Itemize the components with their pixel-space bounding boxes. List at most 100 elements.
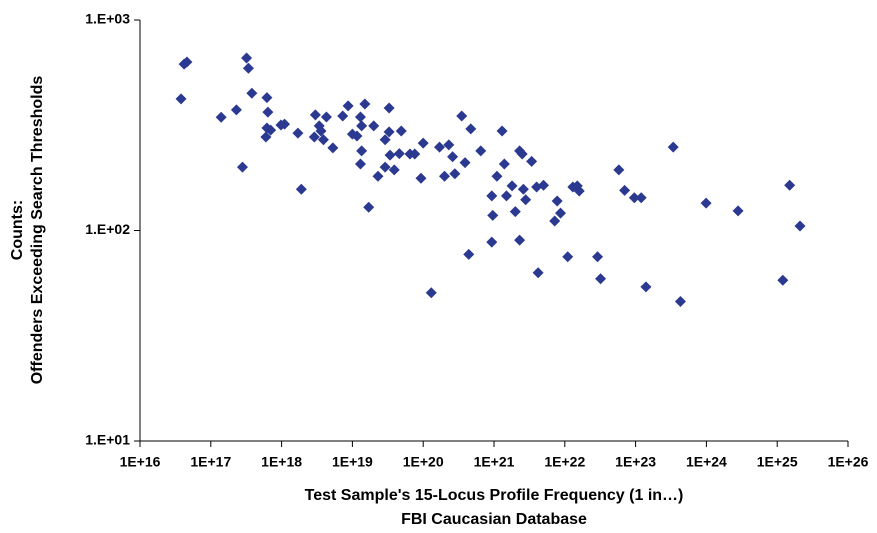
point bbox=[784, 179, 796, 191]
point bbox=[456, 110, 468, 122]
point bbox=[434, 141, 446, 153]
point bbox=[383, 102, 395, 114]
point bbox=[509, 206, 521, 218]
y-axis-label: Offenders Exceeding Search Thresholds bbox=[29, 76, 46, 385]
point bbox=[354, 111, 366, 123]
point bbox=[549, 215, 561, 227]
point bbox=[265, 124, 277, 136]
point bbox=[640, 281, 652, 293]
y-tick-label: 1.E+03 bbox=[85, 11, 130, 27]
point bbox=[320, 111, 332, 123]
point bbox=[342, 100, 354, 112]
point bbox=[417, 137, 429, 149]
y-tick-label: 1.E+02 bbox=[85, 221, 130, 237]
point bbox=[465, 123, 477, 135]
point bbox=[295, 183, 307, 195]
point bbox=[459, 157, 471, 169]
point bbox=[595, 273, 607, 285]
point bbox=[308, 131, 320, 143]
point bbox=[379, 161, 391, 173]
x-tick-label: 1E+25 bbox=[757, 454, 798, 470]
point bbox=[475, 145, 487, 157]
point bbox=[175, 93, 187, 105]
point bbox=[384, 149, 396, 161]
point bbox=[777, 274, 789, 286]
point bbox=[242, 62, 254, 74]
point bbox=[439, 170, 451, 182]
y-axis-label: Counts: bbox=[9, 200, 26, 260]
point bbox=[363, 201, 375, 213]
point bbox=[700, 197, 712, 209]
point bbox=[388, 164, 400, 176]
point bbox=[628, 192, 640, 204]
point bbox=[260, 131, 272, 143]
point bbox=[246, 87, 258, 99]
point bbox=[732, 205, 744, 217]
point bbox=[635, 192, 647, 204]
point bbox=[486, 236, 498, 248]
point bbox=[532, 267, 544, 279]
x-tick-label: 1E+17 bbox=[190, 454, 231, 470]
point bbox=[592, 251, 604, 263]
point bbox=[354, 158, 366, 170]
point bbox=[309, 109, 321, 121]
point bbox=[443, 139, 455, 151]
point bbox=[425, 287, 437, 299]
x-tick-label: 1E+26 bbox=[828, 454, 869, 470]
point bbox=[506, 180, 518, 192]
point bbox=[395, 125, 407, 137]
x-tick-label: 1E+16 bbox=[120, 454, 161, 470]
point bbox=[317, 134, 329, 146]
point bbox=[327, 142, 339, 154]
point bbox=[498, 158, 510, 170]
point bbox=[537, 179, 549, 191]
point bbox=[372, 170, 384, 182]
x-tick-label: 1E+21 bbox=[474, 454, 515, 470]
point bbox=[262, 106, 274, 118]
point bbox=[356, 145, 368, 157]
point bbox=[667, 141, 679, 153]
point bbox=[487, 209, 499, 221]
point bbox=[181, 56, 193, 68]
point bbox=[516, 148, 528, 160]
point bbox=[674, 295, 686, 307]
x-tick-label: 1E+22 bbox=[544, 454, 585, 470]
x-axis-label: FBI Caucasian Database bbox=[401, 511, 587, 528]
point bbox=[463, 248, 475, 260]
x-tick-label: 1E+20 bbox=[403, 454, 444, 470]
point bbox=[379, 134, 391, 146]
point bbox=[337, 110, 349, 122]
point bbox=[517, 183, 529, 195]
point bbox=[415, 172, 427, 184]
point bbox=[551, 195, 563, 207]
y-tick-label: 1.E+01 bbox=[85, 432, 130, 448]
point bbox=[279, 118, 291, 130]
point bbox=[555, 207, 567, 219]
point bbox=[447, 151, 459, 163]
x-tick-label: 1E+19 bbox=[332, 454, 373, 470]
point bbox=[500, 190, 512, 202]
x-axis-label: Test Sample's 15-Locus Profile Frequency… bbox=[305, 487, 684, 504]
point bbox=[356, 120, 368, 132]
point bbox=[359, 98, 371, 110]
point bbox=[514, 234, 526, 246]
point bbox=[368, 120, 380, 132]
point bbox=[409, 148, 421, 160]
point bbox=[313, 120, 325, 132]
point bbox=[351, 130, 363, 142]
point bbox=[573, 185, 585, 197]
point bbox=[613, 164, 625, 176]
x-tick-label: 1E+23 bbox=[615, 454, 656, 470]
point bbox=[383, 126, 395, 138]
point bbox=[236, 161, 248, 173]
point bbox=[562, 251, 574, 263]
point bbox=[449, 168, 461, 180]
point bbox=[486, 190, 498, 202]
point bbox=[261, 92, 273, 104]
point bbox=[496, 125, 508, 137]
point bbox=[619, 184, 631, 196]
point bbox=[520, 194, 532, 206]
point bbox=[794, 220, 806, 232]
point bbox=[215, 111, 227, 123]
